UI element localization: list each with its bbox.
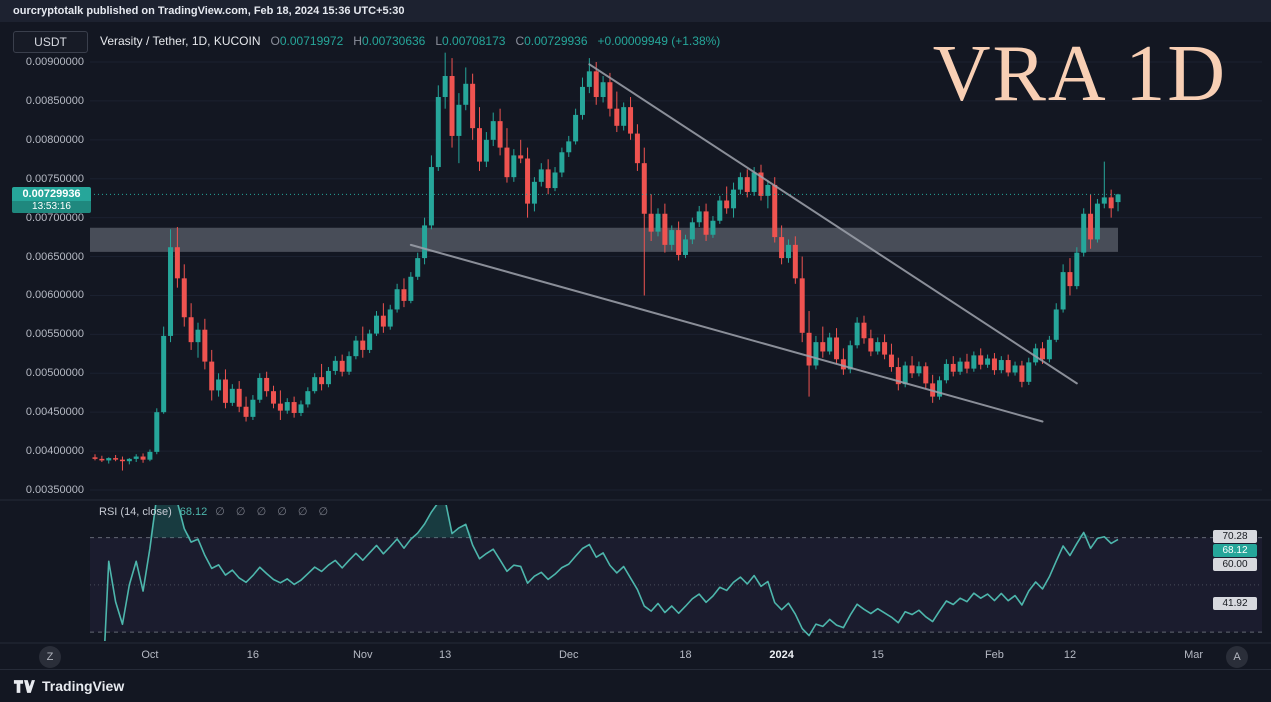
time-axis[interactable]: Oct 16 Nov 13 Dec 18 2024 15 Feb 12 Mar xyxy=(0,643,1271,669)
rsi-right-labels: 70.28 68.12 60.00 41.92 xyxy=(1213,500,1261,643)
rsi-params-text: (14, close) xyxy=(120,505,172,518)
ohlc-segment: L0.00708173 xyxy=(435,34,506,48)
time-tick-label: Mar xyxy=(1184,649,1204,661)
time-tick-label: Nov xyxy=(352,649,373,661)
rsi-current-value: 68.12 xyxy=(179,505,208,518)
rsi-level-label: 41.92 xyxy=(1213,597,1257,611)
current-price-label: 0.00729936 13:53:16 xyxy=(12,187,91,214)
price-tick-label: 0.00500000 xyxy=(25,367,84,380)
time-tick-label: 15 xyxy=(871,649,884,661)
price-tick-label: 0.00800000 xyxy=(25,133,84,146)
rsi-hidden-values: ∅ ∅ ∅ ∅ ∅ ∅ xyxy=(215,506,333,518)
time-tick-label: 12 xyxy=(1063,649,1077,661)
time-tick-label: 18 xyxy=(679,649,692,661)
ohlc-segment: O0.00719972 xyxy=(270,34,344,48)
symbol-legend: Verasity / Tether, 1D, KUCOIN O0.0071997… xyxy=(100,34,720,48)
attribution-text: ourcryptotalk published on TradingView.c… xyxy=(13,5,405,17)
time-tick-label: Dec xyxy=(558,649,579,661)
rsi-legend: RSI (14, close) 68.12 ∅ ∅ ∅ ∅ ∅ ∅ xyxy=(99,505,333,519)
current-price-value: 0.00729936 xyxy=(22,188,81,201)
ohlc-segment: C0.00729936 xyxy=(515,34,588,48)
attribution-bar: ourcryptotalk published on TradingView.c… xyxy=(0,0,1271,22)
price-tick-label: 0.00750000 xyxy=(25,172,84,185)
price-tick-label: 0.00450000 xyxy=(25,406,84,419)
footer-bar: TradingView xyxy=(0,669,1271,702)
tradingview-logo-icon[interactable] xyxy=(13,679,35,694)
price-tick-label: 0.00850000 xyxy=(25,94,84,107)
price-tick-label: 0.00650000 xyxy=(25,250,84,263)
time-tick-label: Oct xyxy=(141,649,159,661)
tradingview-wordmark[interactable]: TradingView xyxy=(42,678,125,694)
price-tick-label: 0.00550000 xyxy=(25,328,84,341)
price-tick-label: 0.00400000 xyxy=(25,445,84,458)
price-tick-label: 0.00900000 xyxy=(25,56,84,68)
ohlc-values: O0.00719972 H0.00730636 L0.00708173 C0.0072… xyxy=(271,34,588,48)
price-tick-label: 0.00600000 xyxy=(25,289,84,302)
time-tick-label: Feb xyxy=(984,649,1004,661)
rsi-level-label: 70.28 xyxy=(1213,530,1257,544)
symbol-watermark: VRA 1D xyxy=(932,30,1227,118)
price-axis[interactable]: 0.00900000 0.00850000 0.00800000 0.00750000… xyxy=(0,22,90,643)
auto-scale-button[interactable]: A xyxy=(1226,646,1248,668)
price-tick-label: 0.00350000 xyxy=(25,484,84,496)
change-value: +0.00009949 (+1.38%) xyxy=(597,34,721,48)
rsi-name-text: RSI xyxy=(99,505,118,518)
rsi-indicator-name[interactable]: RSI (14, close) xyxy=(99,506,172,518)
time-tick-label: 16 xyxy=(246,649,260,661)
rsi-current-value-label: 68.12 xyxy=(1213,544,1257,558)
price-tick-label: 0.00700000 xyxy=(25,211,84,224)
time-tick-label: 13 xyxy=(439,649,452,661)
symbol-title[interactable]: Verasity / Tether, 1D, KUCOIN xyxy=(100,34,261,48)
zoom-out-button[interactable]: Z xyxy=(39,646,61,668)
countdown-timer: 13:53:16 xyxy=(12,201,91,214)
rsi-level-label: 60.00 xyxy=(1213,558,1257,572)
time-tick-label: 2024 xyxy=(769,649,794,661)
currency-button[interactable]: USDT xyxy=(13,31,88,53)
ohlc-segment: H0.00730636 xyxy=(353,34,426,48)
